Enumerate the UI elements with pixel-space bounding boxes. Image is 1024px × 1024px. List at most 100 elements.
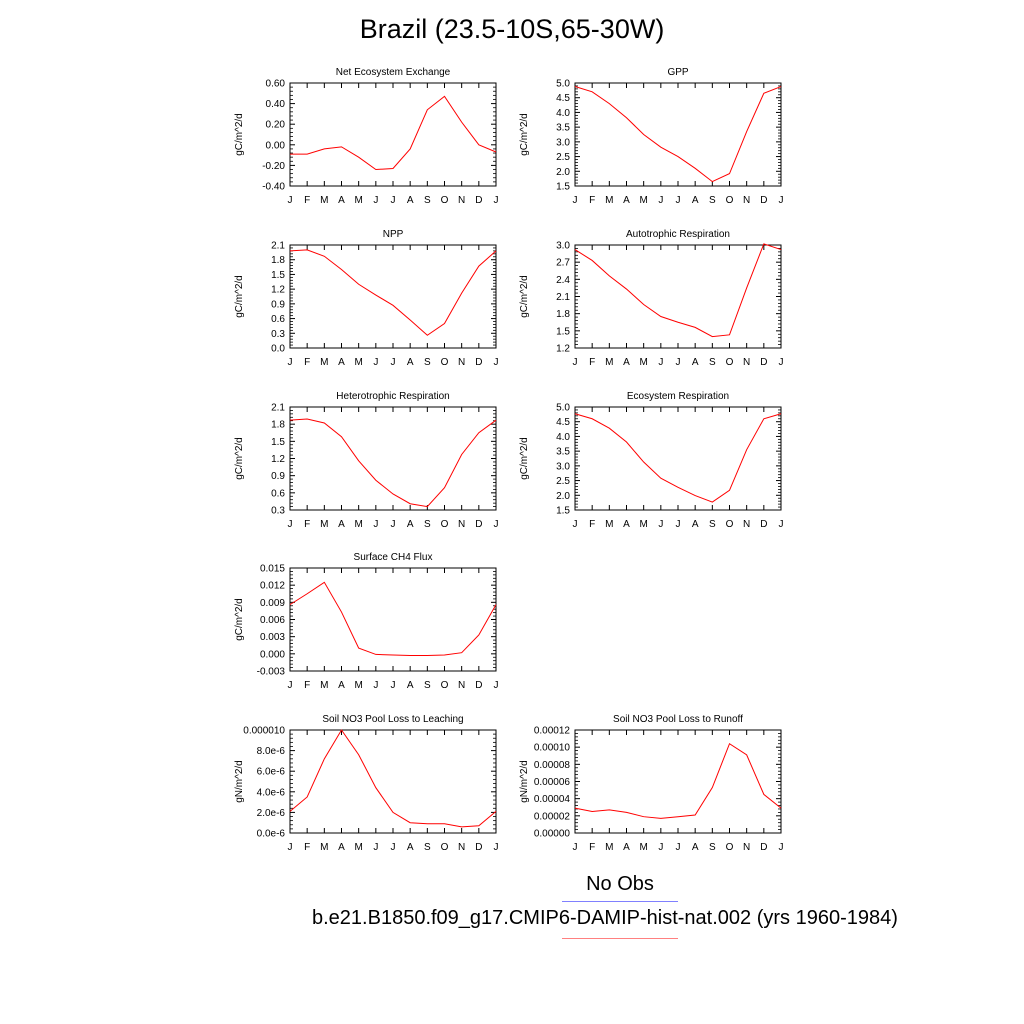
- x-tick-label: S: [424, 195, 431, 206]
- y-axis-label: gC/m^2/d: [234, 598, 245, 641]
- x-tick-label: J: [676, 357, 681, 368]
- x-tick-label: J: [494, 357, 499, 368]
- x-tick-label: S: [709, 842, 716, 853]
- chart-panel-6: Ecosystem Respiration gC/m^2/d 1.5 2.0 2.5 3.…: [519, 391, 784, 530]
- x-tick-label: J: [373, 519, 378, 530]
- y-tick-label: 0.00012: [534, 726, 571, 737]
- x-tick-label: D: [760, 195, 767, 206]
- plot-frame: [574, 244, 782, 349]
- legend-case-label: b.e21.B1850.f09_g17.CMIP6-DAMIP-hist-nat…: [312, 907, 898, 929]
- x-tick-label: M: [605, 195, 613, 206]
- chart-panel-8: Soil NO3 Pool Loss to Leaching gN/m^2/d 0.…: [234, 714, 499, 853]
- y-tick-label: 2.1: [271, 403, 285, 414]
- x-tick-label: M: [605, 357, 613, 368]
- series-line-1: [290, 95, 497, 171]
- x-tick-label: J: [676, 842, 681, 853]
- y-tick-label: 4.5: [556, 93, 570, 104]
- y-tick-label: 0.000010: [243, 726, 285, 737]
- x-tick-label: A: [407, 842, 414, 853]
- y-tick-label: 2.0e-6: [257, 808, 286, 819]
- x-tick-label: O: [726, 357, 734, 368]
- y-axis-label: gN/m^2/d: [519, 760, 530, 803]
- series-line-1: [574, 742, 782, 819]
- x-tick-label: D: [475, 519, 482, 530]
- x-tick-label: D: [760, 842, 767, 853]
- x-tick-label: F: [304, 519, 310, 530]
- x-tick-label: S: [424, 842, 431, 853]
- x-tick-label: D: [475, 195, 482, 206]
- series-line-1: [289, 729, 497, 828]
- chart-title: Ecosystem Respiration: [627, 391, 729, 402]
- y-tick-label: 0.20: [266, 120, 286, 131]
- x-tick-label: A: [338, 195, 345, 206]
- x-tick-label: M: [354, 357, 362, 368]
- series-line-1: [574, 413, 782, 503]
- y-tick-label: -0.20: [262, 161, 285, 172]
- x-tick-label: J: [391, 680, 396, 691]
- x-tick-label: N: [458, 680, 465, 691]
- series-line-1: [574, 86, 782, 183]
- y-tick-label: 1.8: [271, 255, 285, 266]
- y-axis-label: gC/m^2/d: [234, 275, 245, 318]
- x-tick-label: F: [589, 842, 595, 853]
- x-tick-label: A: [407, 195, 414, 206]
- x-tick-label: N: [743, 357, 750, 368]
- y-tick-label: 0.000: [260, 649, 285, 660]
- x-tick-label: N: [458, 195, 465, 206]
- x-tick-label: J: [658, 195, 663, 206]
- x-tick-label: M: [639, 519, 647, 530]
- x-tick-label: J: [373, 195, 378, 206]
- x-tick-label: S: [709, 519, 716, 530]
- legend-obs-label: No Obs: [586, 873, 654, 895]
- y-tick-label: 1.2: [271, 285, 285, 296]
- y-tick-label: 1.5: [556, 182, 570, 193]
- chart-title: Autotrophic Respiration: [626, 229, 730, 240]
- x-tick-label: N: [743, 195, 750, 206]
- x-tick-label: M: [605, 842, 613, 853]
- y-tick-label: 0.40: [266, 99, 286, 110]
- x-tick-label: A: [623, 842, 630, 853]
- x-tick-label: O: [726, 842, 734, 853]
- x-tick-label: F: [304, 842, 310, 853]
- x-tick-label: J: [494, 519, 499, 530]
- y-tick-label: -0.40: [262, 182, 285, 193]
- x-tick-label: J: [779, 842, 784, 853]
- series-line-1: [289, 581, 497, 657]
- y-tick-label: 1.8: [556, 309, 570, 320]
- y-tick-label: 1.8: [271, 420, 285, 431]
- x-tick-label: N: [743, 519, 750, 530]
- x-tick-label: J: [779, 519, 784, 530]
- x-tick-label: D: [760, 519, 767, 530]
- x-tick-label: J: [658, 842, 663, 853]
- x-tick-label: A: [692, 519, 699, 530]
- x-tick-label: M: [320, 680, 328, 691]
- y-tick-label: 3.0: [556, 241, 570, 252]
- x-tick-label: O: [441, 519, 449, 530]
- x-tick-label: J: [391, 195, 396, 206]
- x-tick-label: J: [288, 195, 293, 206]
- x-tick-label: A: [692, 195, 699, 206]
- x-tick-label: N: [458, 842, 465, 853]
- y-tick-label: 0.00: [266, 140, 286, 151]
- x-tick-label: J: [288, 842, 293, 853]
- y-tick-label: 2.0: [556, 491, 570, 502]
- y-tick-label: -0.003: [257, 667, 286, 678]
- series-line-1: [289, 249, 497, 336]
- plot-frame: [289, 82, 497, 187]
- x-tick-label: N: [458, 519, 465, 530]
- y-tick-label: 8.0e-6: [257, 746, 286, 757]
- x-tick-label: A: [692, 357, 699, 368]
- y-tick-label: 0.3: [271, 329, 285, 340]
- x-tick-label: M: [320, 519, 328, 530]
- plot-frame: [289, 244, 497, 349]
- x-tick-label: J: [676, 519, 681, 530]
- y-tick-label: 4.5: [556, 417, 570, 428]
- x-tick-label: J: [658, 357, 663, 368]
- y-tick-label: 0.00002: [534, 811, 571, 822]
- plot-frame: [574, 82, 782, 187]
- x-tick-label: J: [373, 842, 378, 853]
- page-title: Brazil (23.5-10S,65-30W): [359, 14, 665, 44]
- x-tick-label: D: [760, 357, 767, 368]
- y-tick-label: 1.5: [271, 437, 285, 448]
